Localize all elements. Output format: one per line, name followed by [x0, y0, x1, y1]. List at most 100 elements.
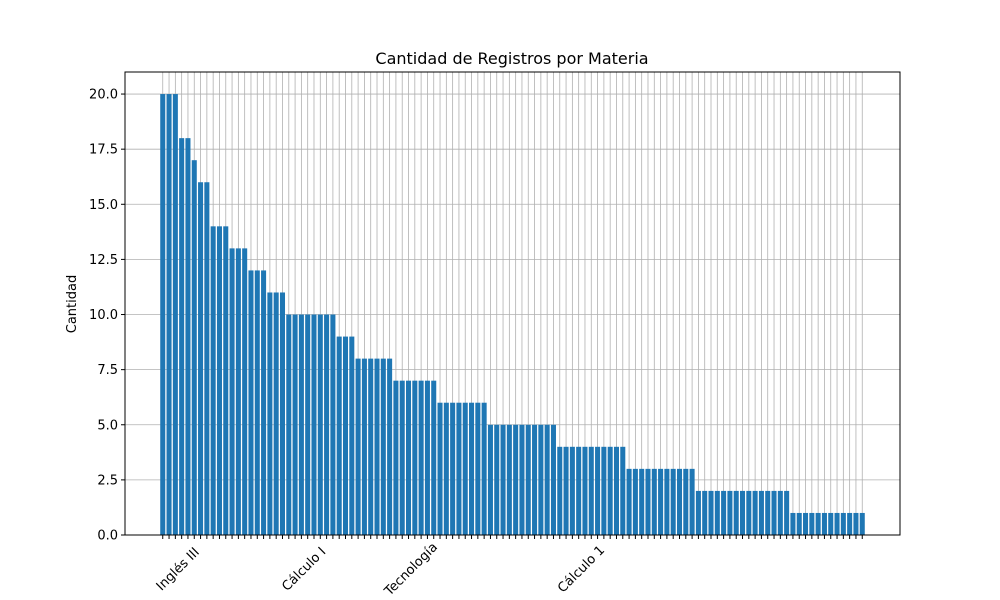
bar	[172, 94, 178, 536]
bar	[204, 182, 210, 535]
bar	[179, 138, 185, 535]
bar	[721, 490, 727, 535]
bar	[273, 292, 279, 535]
y-tick-label: 5.0	[97, 418, 118, 433]
bar	[632, 468, 638, 535]
bar	[248, 270, 254, 535]
plot-frame	[124, 71, 901, 536]
bar	[613, 446, 620, 535]
bar	[626, 468, 632, 535]
bar	[431, 380, 437, 535]
bar	[853, 512, 859, 535]
x-tick-label: Cálculo I	[279, 545, 329, 595]
y-tick-label: 7.5	[97, 363, 118, 378]
bar	[790, 512, 796, 535]
bar	[355, 358, 361, 535]
bar	[279, 292, 286, 535]
bar	[620, 446, 626, 535]
bar	[519, 424, 525, 535]
bar	[695, 490, 701, 535]
bar	[809, 512, 815, 535]
bar	[563, 446, 569, 535]
bar	[840, 512, 846, 535]
bar	[368, 358, 374, 535]
bar	[639, 468, 645, 535]
bar	[601, 446, 607, 535]
bar	[645, 468, 651, 535]
y-tick-label: 17.5	[89, 143, 118, 158]
bar	[210, 226, 216, 536]
bar	[469, 402, 475, 535]
bar	[456, 402, 462, 535]
bar	[185, 138, 191, 535]
bar	[506, 424, 512, 535]
bar	[727, 490, 733, 535]
bar	[676, 468, 683, 535]
bar	[771, 490, 777, 535]
y-tick-label: 12.5	[89, 253, 118, 268]
bar	[765, 490, 771, 535]
bar	[412, 380, 418, 535]
bar	[223, 226, 229, 536]
bar	[481, 402, 487, 535]
y-tick-label: 0.0	[97, 529, 118, 544]
bar	[387, 358, 393, 535]
bar	[160, 94, 166, 536]
bar	[607, 446, 613, 535]
bar	[267, 292, 273, 535]
bar	[777, 490, 783, 535]
bar	[746, 490, 752, 535]
bar	[532, 424, 538, 535]
bar	[286, 314, 292, 535]
bar	[538, 424, 544, 535]
bar	[298, 314, 304, 535]
bar	[739, 490, 746, 535]
bar	[374, 358, 380, 535]
bar	[733, 490, 739, 535]
bar	[399, 380, 405, 535]
bar	[500, 424, 506, 535]
bar	[424, 380, 430, 535]
bar	[418, 380, 424, 535]
x-tick-label: Tecnología	[381, 540, 441, 600]
bar	[393, 380, 399, 535]
bar	[330, 314, 336, 535]
bar	[702, 490, 708, 535]
bar	[216, 226, 222, 536]
bar	[803, 512, 809, 535]
bar	[437, 402, 443, 535]
bar	[305, 314, 311, 535]
bar	[683, 468, 689, 535]
y-tick-label: 10.0	[89, 308, 118, 323]
bar	[588, 446, 594, 535]
bar	[336, 336, 342, 535]
bar	[658, 468, 664, 535]
bar	[292, 314, 298, 535]
bar	[450, 402, 456, 535]
bar	[758, 490, 764, 535]
bar	[261, 270, 267, 535]
bar	[708, 490, 714, 535]
bar	[475, 402, 481, 535]
bar	[235, 248, 241, 535]
x-tick-label: Cálculo 1	[555, 543, 608, 596]
bar	[191, 160, 197, 535]
bar	[198, 182, 204, 535]
bar	[796, 512, 802, 535]
bar	[651, 468, 657, 535]
bar	[513, 424, 519, 535]
bar	[557, 446, 563, 535]
bar	[550, 424, 556, 535]
bar	[324, 314, 330, 535]
bar	[569, 446, 575, 535]
bar	[311, 314, 317, 535]
bar	[242, 248, 248, 535]
bar	[254, 270, 260, 535]
y-axis-label: Cantidad	[65, 275, 80, 333]
y-tick-label: 2.5	[97, 473, 118, 488]
bar	[664, 468, 670, 535]
bar	[525, 424, 531, 535]
bar	[828, 512, 834, 535]
